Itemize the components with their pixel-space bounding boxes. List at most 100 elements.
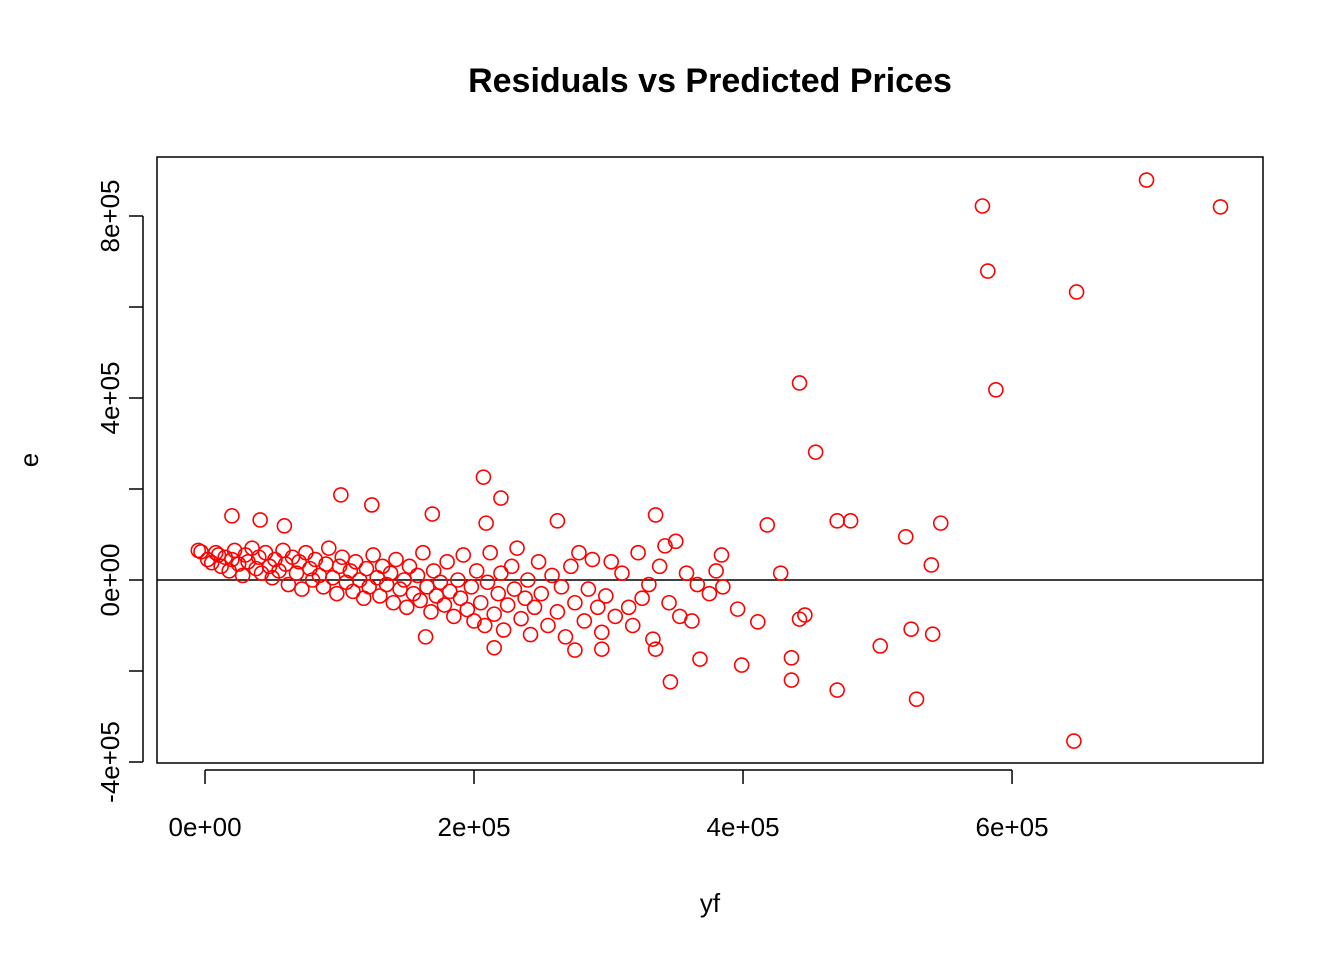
point bbox=[307, 551, 324, 568]
point bbox=[385, 594, 402, 611]
point bbox=[791, 611, 808, 627]
point bbox=[499, 597, 516, 613]
point bbox=[446, 608, 462, 625]
point bbox=[472, 594, 489, 611]
point bbox=[607, 608, 624, 625]
chart-title: Residuals vs Predicted Prices bbox=[468, 62, 952, 100]
point bbox=[530, 553, 547, 570]
point bbox=[1212, 199, 1229, 215]
point bbox=[288, 565, 305, 581]
point bbox=[315, 579, 332, 595]
point bbox=[493, 490, 509, 506]
x-tick-label: 4e+05 bbox=[707, 812, 780, 842]
point bbox=[415, 544, 431, 561]
point bbox=[401, 558, 418, 575]
point bbox=[903, 621, 919, 637]
point bbox=[466, 613, 482, 629]
point bbox=[382, 565, 399, 581]
point bbox=[436, 597, 453, 613]
point bbox=[533, 585, 550, 602]
point bbox=[396, 572, 412, 588]
point bbox=[298, 544, 314, 561]
point bbox=[829, 682, 845, 698]
point bbox=[506, 581, 523, 597]
point bbox=[324, 569, 341, 586]
point bbox=[684, 613, 700, 629]
point bbox=[517, 590, 533, 606]
point bbox=[557, 629, 574, 645]
point bbox=[207, 544, 224, 561]
point bbox=[689, 576, 706, 593]
point bbox=[490, 585, 507, 602]
point bbox=[372, 588, 388, 604]
point bbox=[334, 549, 351, 566]
point bbox=[630, 544, 646, 561]
point bbox=[750, 614, 766, 630]
point bbox=[509, 540, 525, 556]
point bbox=[463, 579, 480, 595]
x-tick-label: 2e+05 bbox=[438, 812, 511, 842]
point bbox=[647, 507, 664, 523]
point bbox=[567, 594, 583, 611]
point bbox=[641, 576, 657, 593]
point bbox=[713, 547, 730, 563]
point bbox=[331, 558, 348, 575]
point bbox=[419, 579, 435, 595]
point bbox=[988, 382, 1004, 398]
x-axis-label: yf bbox=[700, 888, 721, 918]
point bbox=[459, 601, 476, 618]
point bbox=[1066, 733, 1082, 749]
point bbox=[783, 650, 800, 666]
point bbox=[549, 513, 566, 529]
point bbox=[974, 198, 991, 214]
point bbox=[651, 558, 668, 575]
point bbox=[661, 594, 677, 611]
point bbox=[452, 590, 469, 606]
y-tick-label: 8e+05 bbox=[95, 179, 125, 252]
point bbox=[417, 629, 434, 645]
point bbox=[412, 592, 429, 609]
point bbox=[475, 469, 492, 485]
point bbox=[791, 375, 808, 391]
point bbox=[549, 604, 566, 620]
point bbox=[872, 638, 889, 654]
point bbox=[571, 544, 587, 561]
point bbox=[598, 588, 614, 604]
y-axis-label: e bbox=[14, 453, 44, 467]
point bbox=[708, 563, 724, 579]
point bbox=[624, 617, 641, 634]
point bbox=[252, 512, 268, 528]
point bbox=[455, 547, 472, 563]
point bbox=[923, 557, 940, 573]
point bbox=[428, 588, 445, 604]
point bbox=[342, 563, 359, 579]
point bbox=[425, 563, 442, 579]
point bbox=[634, 590, 650, 606]
point bbox=[439, 553, 455, 570]
point bbox=[329, 585, 345, 602]
point bbox=[576, 613, 593, 629]
point bbox=[540, 617, 556, 634]
point bbox=[450, 572, 466, 588]
x-tick-label: 6e+05 bbox=[976, 812, 1049, 842]
y-tick-label: 4e+05 bbox=[95, 361, 125, 434]
point bbox=[486, 606, 502, 622]
point bbox=[614, 565, 630, 581]
point bbox=[1138, 172, 1155, 188]
point bbox=[423, 604, 439, 620]
point bbox=[432, 574, 449, 591]
point bbox=[553, 579, 570, 595]
point bbox=[210, 547, 227, 563]
point bbox=[1068, 284, 1085, 300]
point bbox=[657, 538, 673, 554]
point bbox=[733, 657, 750, 673]
plot-frame bbox=[156, 156, 1264, 764]
point bbox=[842, 513, 859, 529]
point bbox=[478, 515, 494, 531]
point bbox=[275, 542, 291, 559]
point bbox=[662, 674, 679, 690]
point bbox=[468, 563, 485, 579]
point bbox=[563, 558, 579, 575]
point bbox=[476, 617, 493, 634]
